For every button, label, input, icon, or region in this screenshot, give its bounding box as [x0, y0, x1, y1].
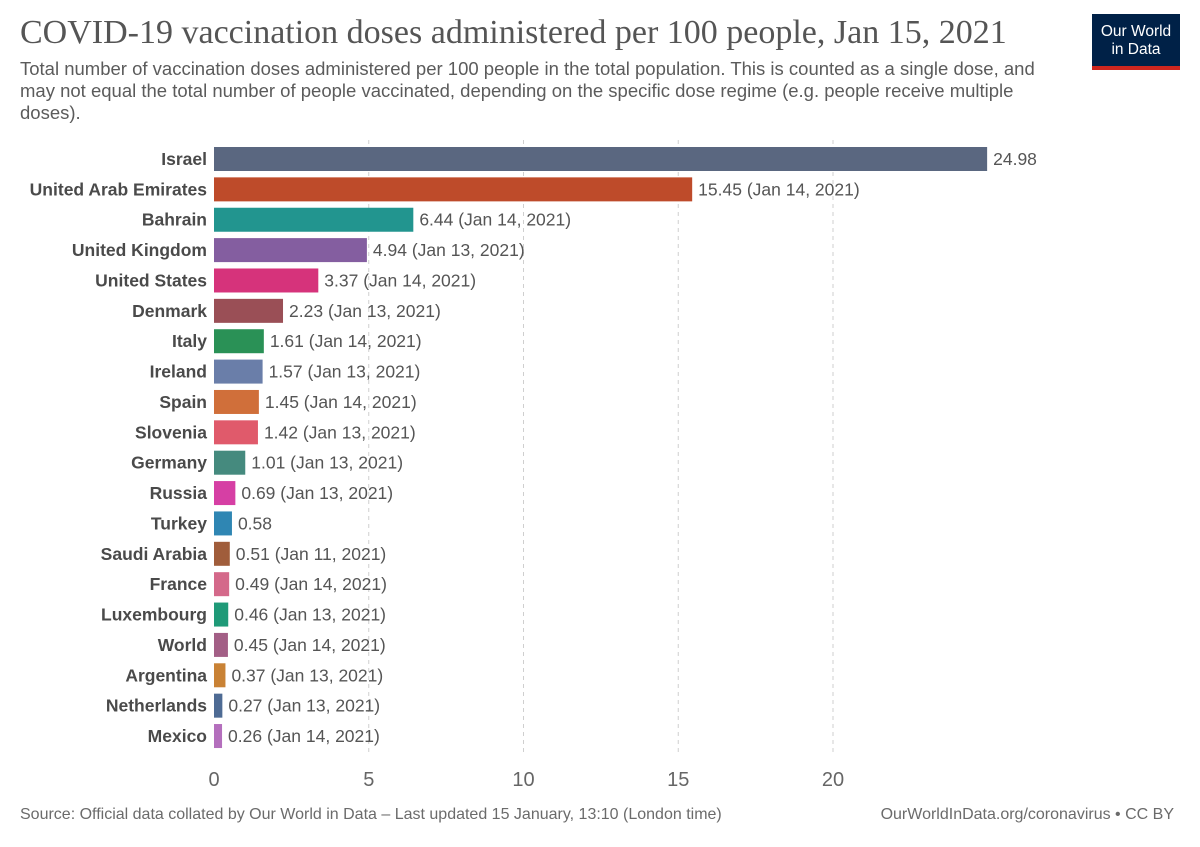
value-label: 1.42 (Jan 13, 2021) [264, 422, 416, 442]
value-label: 24.98 [993, 149, 1037, 169]
category-label: United Arab Emirates [30, 179, 208, 199]
category-label: Germany [131, 453, 207, 473]
value-label: 0.58 [238, 513, 272, 533]
value-label: 1.57 (Jan 13, 2021) [269, 362, 421, 382]
x-tick-label: 0 [208, 769, 219, 791]
value-label: 1.01 (Jan 13, 2021) [251, 453, 403, 473]
bar[interactable] [214, 602, 229, 627]
category-label: Saudi Arabia [101, 544, 208, 564]
bar-chart: Israel 24.98 United Arab Emirates 15.45 (Ja… [30, 140, 1037, 791]
bar[interactable] [214, 389, 259, 414]
bar[interactable] [214, 420, 258, 445]
value-label: 6.44 (Jan 14, 2021) [419, 210, 571, 230]
value-label: 0.69 (Jan 13, 2021) [241, 483, 393, 503]
grid-lines [368, 140, 834, 755]
category-label: United Kingdom [72, 240, 207, 260]
bar[interactable] [214, 572, 230, 597]
category-label: Argentina [125, 665, 207, 685]
bar[interactable] [214, 268, 319, 293]
bar[interactable] [214, 693, 223, 718]
chart-subtitle: Total number of vaccination doses admini… [20, 58, 1035, 123]
logo-line-1: Our World [1100, 23, 1172, 40]
value-label: 0.46 (Jan 13, 2021) [234, 605, 386, 625]
category-label: Italy [172, 331, 207, 351]
bar[interactable] [214, 724, 223, 749]
bar[interactable] [214, 207, 414, 232]
category-label: Denmark [132, 301, 207, 321]
category-label: Luxembourg [101, 605, 207, 625]
value-label: 2.23 (Jan 13, 2021) [289, 301, 441, 321]
owid-logo[interactable]: Our World in Data [1092, 14, 1180, 70]
category-label: Russia [150, 483, 208, 503]
chart-title: COVID-19 vaccination doses administered … [20, 14, 1007, 51]
category-label: Spain [159, 392, 207, 412]
value-label: 3.37 (Jan 14, 2021) [324, 270, 476, 290]
bar[interactable] [214, 298, 284, 323]
value-label: 1.45 (Jan 14, 2021) [265, 392, 417, 412]
value-label: 0.27 (Jan 13, 2021) [228, 696, 380, 716]
bar[interactable] [214, 632, 228, 657]
x-tick-label: 20 [822, 769, 844, 791]
source-note: Source: Official data collated by Our Wo… [20, 806, 722, 823]
bar[interactable] [214, 147, 988, 171]
category-label: World [158, 635, 207, 655]
value-label: 0.45 (Jan 14, 2021) [234, 635, 386, 655]
category-label: Turkey [151, 513, 207, 533]
category-label: Slovenia [135, 422, 207, 442]
category-label: United States [95, 270, 207, 290]
value-label: 4.94 (Jan 13, 2021) [373, 240, 525, 260]
category-label: Ireland [150, 362, 207, 382]
category-label: Netherlands [106, 696, 207, 716]
x-tick-label: 15 [667, 769, 689, 791]
bar[interactable] [214, 329, 264, 354]
value-label: 0.26 (Jan 14, 2021) [228, 726, 380, 746]
category-label: Mexico [148, 726, 207, 746]
bar[interactable] [214, 238, 367, 263]
logo-line-2: in Data [1111, 41, 1161, 58]
category-label: Israel [161, 149, 207, 169]
value-label: 0.49 (Jan 14, 2021) [235, 574, 387, 594]
bar[interactable] [214, 511, 232, 536]
bar[interactable] [214, 359, 263, 384]
bar[interactable] [214, 663, 226, 688]
x-tick-label: 10 [512, 769, 534, 791]
category-label: France [150, 574, 208, 594]
value-label: 0.51 (Jan 11, 2021) [236, 544, 386, 564]
bar[interactable] [214, 481, 236, 506]
category-label: Bahrain [142, 210, 207, 230]
value-label: 0.37 (Jan 13, 2021) [231, 665, 383, 685]
credit-link[interactable]: OurWorldInData.org/coronavirus • CC BY [880, 806, 1174, 823]
bar[interactable] [214, 450, 246, 475]
x-tick-label: 5 [363, 769, 374, 791]
bar[interactable] [214, 541, 230, 566]
bars: Israel 24.98 United Arab Emirates 15.45 (Ja… [30, 147, 1037, 749]
bar[interactable] [214, 177, 693, 202]
x-axis: 0 5 10 15 20 [208, 769, 844, 791]
value-label: 1.61 (Jan 14, 2021) [270, 331, 422, 351]
value-label: 15.45 (Jan 14, 2021) [698, 179, 860, 199]
